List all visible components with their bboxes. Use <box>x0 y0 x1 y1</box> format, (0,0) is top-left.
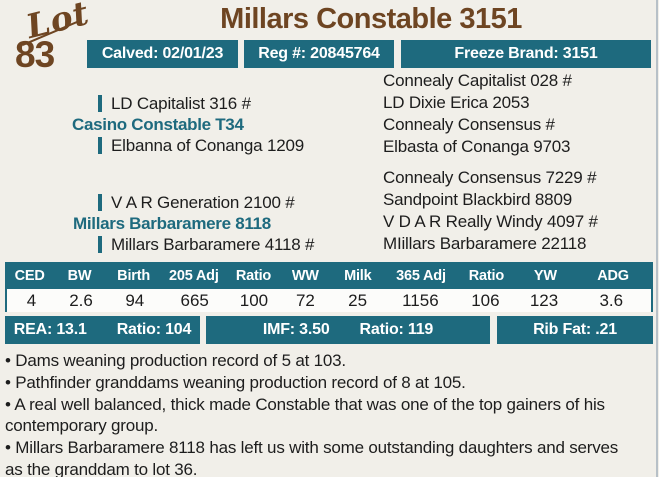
sire-dam: Elbanna of Conanga 1209 <box>111 136 304 155</box>
ancestor-name: Connealy Consensus 7229 # <box>383 168 597 187</box>
table-value: 3.6 <box>599 290 624 310</box>
notes-section: Dams weaning production record of 5 at 1… <box>5 350 633 477</box>
column-header: ADG <box>597 267 629 284</box>
rea-bar: REA: 13.1 Ratio: 104 <box>5 316 200 344</box>
note-item: Pathfinder granddams weaning production … <box>5 372 633 394</box>
dam-ancestor-column: Connealy Consensus 7229 # Sandpoint Blac… <box>383 167 598 255</box>
table-value: 100 <box>239 290 269 310</box>
pedigree-tick <box>98 95 102 112</box>
imf-ratio: Ratio: 119 <box>359 321 434 338</box>
pedigree-tick <box>98 137 102 154</box>
column-header: WW <box>291 267 319 284</box>
pedigree-tick <box>98 236 102 253</box>
calved-bar: Calved: 02/01/23 <box>87 40 238 68</box>
rib-fat-value: Rib Fat: .21 <box>533 321 617 338</box>
dam-sire-line: V A R Generation 2100 # <box>98 193 295 213</box>
table-value: 106 <box>471 290 500 310</box>
freeze-brand-bar: Freeze Brand: 3151 <box>401 40 651 68</box>
column-header: 205 Adj <box>169 267 219 284</box>
sire-sire-line: LD Capitalist 316 # <box>98 94 251 114</box>
column-header: BW <box>67 267 92 284</box>
ancestor-name: LD Dixie Erica 2053 <box>383 93 530 112</box>
table-value: 665 <box>180 290 209 310</box>
table-value: 2.6 <box>69 290 93 310</box>
page-title: Millars Constable 3151 <box>220 3 522 35</box>
table-value: 25 <box>348 290 368 310</box>
rib-fat-bar: Rib Fat: .21 <box>497 316 653 344</box>
column-header: Ratio <box>468 267 505 284</box>
ancestor-name: Elbasta of Conanga 9703 <box>383 137 571 156</box>
performance-table-header: CED BW Birth 205 Adj Ratio WW Milk 365 A… <box>5 262 653 289</box>
rea-value: REA: 13.1 <box>13 321 87 338</box>
lot-number: 83 <box>15 34 55 75</box>
note-item: Dams weaning production record of 5 at 1… <box>5 350 633 372</box>
ancestor-name: Connealy Capitalist 028 # <box>383 71 572 90</box>
sire-dam-line: Elbanna of Conanga 1209 <box>98 136 304 156</box>
column-header: CED <box>14 267 45 284</box>
ancestor-name: V D A R Really Windy 4097 # <box>383 212 598 231</box>
performance-table: CED BW Birth 205 Adj Ratio WW Milk 365 A… <box>5 262 653 312</box>
imf-value: IMF: 3.50 <box>262 321 330 338</box>
table-value: 1156 <box>402 290 439 310</box>
ancestor-name: MIillars Barbaramere 22118 <box>383 234 587 253</box>
column-header: 365 Adj <box>396 267 446 284</box>
imf-bar: IMF: 3.50 Ratio: 119 <box>206 316 490 344</box>
page-divider <box>656 0 658 477</box>
dam-dam-line: Millars Barbaramere 4118 # <box>98 235 315 255</box>
table-value: 94 <box>125 290 145 310</box>
dam-name: Millars Barbaramere 8118 <box>73 214 271 233</box>
column-header: YW <box>533 267 557 284</box>
note-item: Millars Barbaramere 8118 has left us wit… <box>5 437 633 477</box>
ancestor-name: Sandpoint Blackbird 8809 <box>383 190 572 209</box>
table-value: 4 <box>26 290 37 310</box>
registration-bar: Reg #: 20845764 <box>244 40 394 68</box>
table-value: 72 <box>295 290 315 310</box>
sire-ancestor-column: Connealy Capitalist 028 # LD Dixie Erica… <box>383 70 572 158</box>
column-header: Birth <box>117 267 151 284</box>
performance-table-values: 4 2.6 94 665 100 72 25 1156 106 123 3.6 <box>5 289 653 312</box>
pedigree-tick <box>98 194 102 211</box>
column-header: Milk <box>344 267 372 284</box>
sire-name: Casino Constable T34 <box>72 115 244 134</box>
note-item: A real well balanced, thick made Constab… <box>5 394 633 438</box>
dam-sire: V A R Generation 2100 # <box>111 193 295 212</box>
ancestor-name: Connealy Consensus # <box>383 115 555 134</box>
sire-sire: LD Capitalist 316 # <box>111 94 251 113</box>
rea-ratio: Ratio: 104 <box>116 321 192 338</box>
column-header: Ratio <box>235 267 272 284</box>
table-value: 123 <box>529 290 559 310</box>
dam-dam: Millars Barbaramere 4118 # <box>111 235 315 254</box>
